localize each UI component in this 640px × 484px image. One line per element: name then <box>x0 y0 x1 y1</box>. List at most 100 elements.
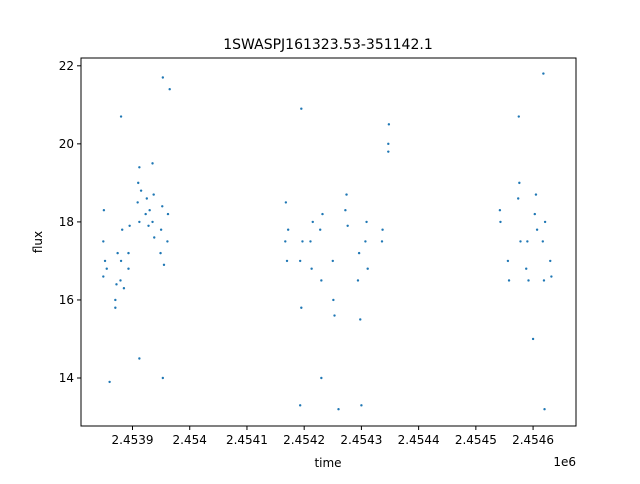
point <box>543 408 546 411</box>
point <box>359 318 362 321</box>
point <box>333 314 336 317</box>
plot-frame <box>80 57 577 427</box>
point <box>128 224 131 228</box>
point <box>139 189 143 192</box>
point <box>138 220 141 224</box>
point <box>119 259 123 263</box>
x-tick-label: 2.4539 <box>112 433 154 447</box>
point <box>102 240 105 243</box>
point <box>138 357 141 360</box>
point <box>309 240 312 243</box>
point <box>286 228 290 231</box>
point <box>357 251 361 255</box>
point <box>108 380 111 384</box>
point <box>103 259 107 263</box>
x-tick-label: 2.4544 <box>398 433 440 447</box>
point <box>119 279 122 282</box>
point <box>162 263 166 267</box>
point <box>166 240 169 243</box>
point <box>345 193 348 196</box>
point <box>534 193 538 196</box>
point <box>527 279 530 282</box>
point <box>541 240 545 243</box>
point <box>161 76 165 79</box>
point <box>499 220 502 224</box>
y-tick-label: 22 <box>59 59 74 73</box>
point <box>284 201 288 204</box>
point <box>542 279 546 282</box>
point <box>102 275 105 278</box>
point <box>542 72 545 75</box>
point <box>337 408 340 411</box>
point <box>331 259 334 263</box>
point <box>319 228 322 231</box>
point <box>284 240 287 243</box>
point <box>285 259 289 263</box>
x-axis-label: time <box>314 456 341 470</box>
point <box>147 224 150 228</box>
point <box>507 279 511 282</box>
point <box>380 240 384 243</box>
point <box>159 228 163 231</box>
x-offset-label: 1e6 <box>553 455 576 469</box>
point <box>525 267 528 270</box>
point <box>298 404 302 407</box>
point <box>148 208 151 212</box>
point <box>365 220 368 224</box>
point <box>366 267 369 270</box>
point <box>381 228 384 231</box>
x-tick-label: 2.454 <box>173 433 207 447</box>
point <box>519 240 522 243</box>
point <box>526 240 529 243</box>
x-tick-label: 2.4546 <box>512 433 554 447</box>
y-tick-label: 20 <box>59 137 74 151</box>
point <box>310 267 313 270</box>
point <box>320 376 323 380</box>
point <box>549 259 552 263</box>
chart-title: 1SWASPJ161323.53-351142.1 <box>223 37 432 53</box>
point <box>152 193 155 196</box>
point <box>102 208 106 212</box>
point <box>161 205 164 208</box>
point <box>116 251 119 255</box>
point <box>533 212 536 216</box>
point <box>550 275 553 278</box>
x-tick-label: 2.4543 <box>340 433 382 447</box>
point <box>153 236 156 239</box>
point <box>114 298 117 302</box>
point <box>346 224 349 228</box>
point <box>301 240 304 243</box>
point <box>122 287 126 290</box>
point <box>517 197 520 200</box>
point <box>114 306 117 309</box>
x-tick-label: 2.4541 <box>226 433 268 447</box>
point <box>159 251 162 255</box>
point <box>145 197 149 200</box>
point <box>387 142 390 146</box>
point <box>344 208 347 212</box>
point <box>506 259 510 263</box>
point <box>105 267 108 270</box>
point <box>360 404 363 407</box>
point <box>127 267 130 270</box>
y-axis-label: flux <box>31 231 45 253</box>
x-tick-label: 2.4542 <box>283 433 325 447</box>
point <box>332 298 335 302</box>
point <box>531 337 535 341</box>
point <box>535 228 539 231</box>
y-tick-label: 14 <box>59 371 74 385</box>
x-tick-label: 2.4545 <box>455 433 497 447</box>
y-tick-label: 16 <box>59 293 74 307</box>
point <box>300 107 303 110</box>
point <box>387 150 390 153</box>
point <box>298 259 302 263</box>
point <box>121 228 124 231</box>
point <box>321 212 324 216</box>
point <box>543 220 547 224</box>
point <box>161 376 165 380</box>
point <box>311 220 314 224</box>
point <box>119 115 123 118</box>
point <box>320 279 323 282</box>
point <box>151 162 154 165</box>
